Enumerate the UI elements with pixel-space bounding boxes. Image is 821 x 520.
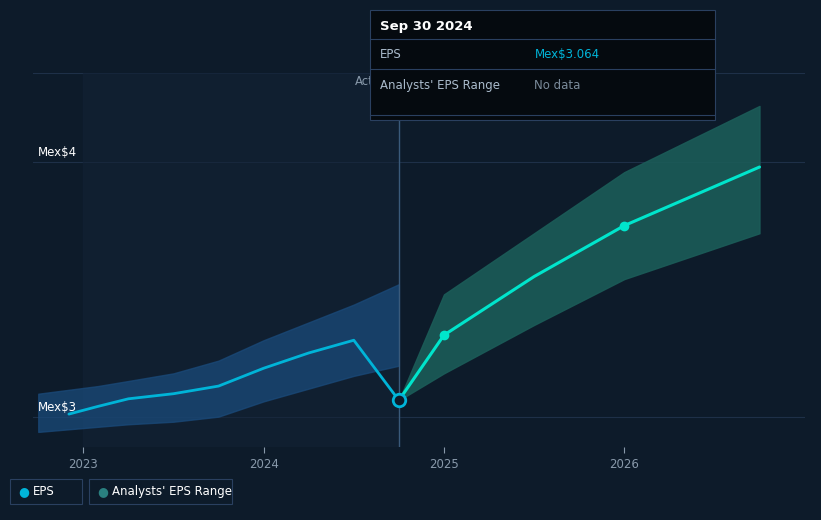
- Text: EPS: EPS: [33, 485, 54, 498]
- Text: Analysts' EPS Range: Analysts' EPS Range: [380, 79, 500, 92]
- Text: No data: No data: [534, 79, 580, 92]
- Polygon shape: [83, 73, 399, 447]
- Text: Actual: Actual: [355, 75, 392, 88]
- Text: ●: ●: [97, 485, 108, 498]
- Text: Analysts Forecasts: Analysts Forecasts: [406, 75, 516, 88]
- Text: Mex$3: Mex$3: [39, 401, 77, 414]
- Text: Sep 30 2024: Sep 30 2024: [380, 20, 473, 33]
- Text: Mex$4: Mex$4: [39, 147, 77, 160]
- Text: EPS: EPS: [380, 48, 401, 61]
- Text: Mex$3.064: Mex$3.064: [534, 48, 599, 61]
- Text: ●: ●: [18, 485, 29, 498]
- Text: Analysts' EPS Range: Analysts' EPS Range: [112, 485, 232, 498]
